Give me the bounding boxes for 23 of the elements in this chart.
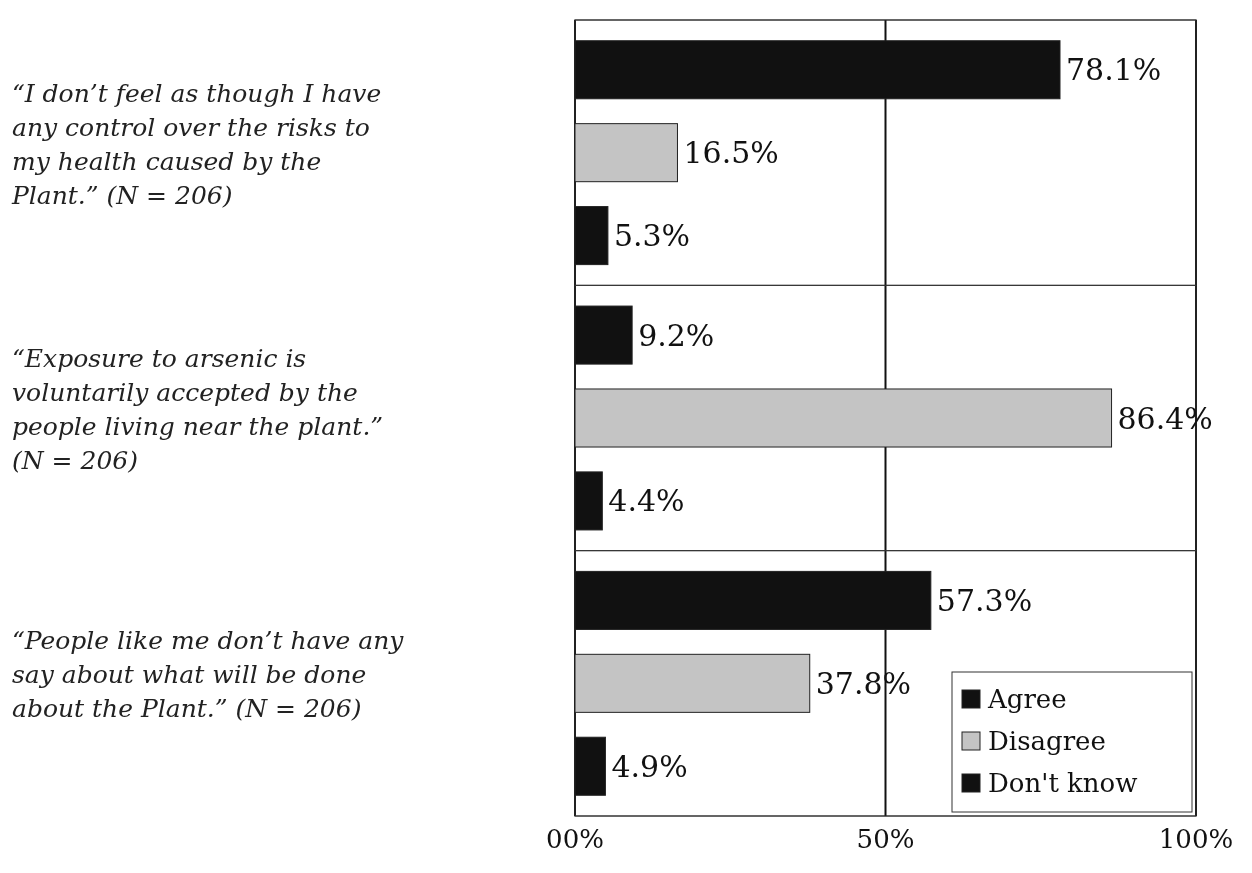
x-tick-label: 00% (546, 824, 604, 854)
bar (574, 123, 678, 183)
bar (574, 653, 811, 713)
data-label: 5.3% (613, 218, 691, 254)
data-label: 16.5% (683, 135, 779, 171)
bar (574, 305, 633, 365)
legend-label: Disagree (988, 726, 1106, 756)
data-label: 78.1% (1066, 52, 1162, 88)
data-label: 9.2% (638, 317, 715, 353)
y-tick-label: “I don’t feel as though I have any control over the risks to my health caused by the Plant.” (N = 206) (11, 78, 382, 210)
x-tick-label: 50% (856, 824, 915, 854)
bar (574, 736, 606, 796)
x-tick-label: 100% (1158, 824, 1234, 854)
bar (574, 471, 603, 531)
legend-label: Agree (987, 684, 1067, 714)
bar (574, 206, 609, 266)
data-label: 57.3% (936, 582, 1033, 618)
y-tick-label: “People like me don’t have any say about what will be done about the Plant.” (N = 206) (12, 626, 405, 724)
legend-label: Don't know (988, 768, 1138, 798)
y-tick-label: “Exposure to arsenic is voluntarily accepted by the people living near the plant.” (N = 206) (12, 344, 384, 475)
data-label: 4.4% (608, 483, 685, 519)
data-label: 4.9% (611, 748, 688, 784)
bar (574, 388, 1113, 448)
